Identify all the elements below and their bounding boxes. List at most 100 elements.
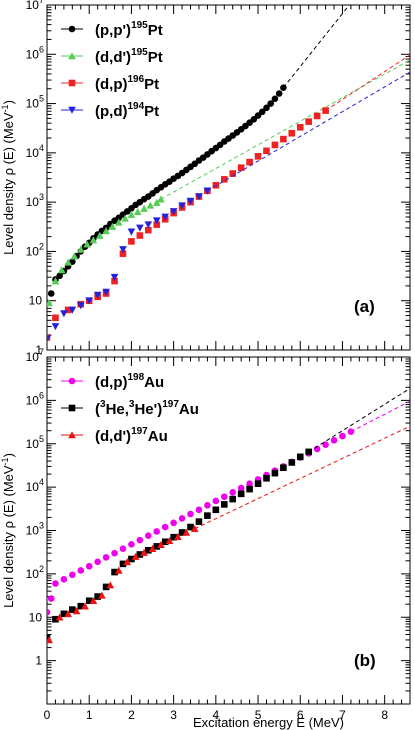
data-point <box>165 536 174 545</box>
data-point <box>93 291 102 299</box>
data-point <box>246 485 253 493</box>
y-tick-label: 105 <box>26 434 44 451</box>
data-point <box>64 306 72 314</box>
data-point <box>153 221 161 228</box>
data-point <box>187 523 194 531</box>
data-point <box>229 495 237 503</box>
y-tick-label: 104 <box>26 143 44 160</box>
data-point <box>347 428 355 435</box>
y-tick-label: 103 <box>26 521 44 538</box>
data-point <box>148 544 157 553</box>
extrapolation-line <box>325 54 410 112</box>
data-point <box>220 501 228 508</box>
data-point <box>271 469 279 477</box>
y-axis-title: Level density ρ (E) (MeV-1) <box>0 100 16 255</box>
data-point <box>153 543 161 550</box>
data-point <box>102 583 110 591</box>
data-point <box>69 606 76 613</box>
x-tick-label: 3 <box>170 708 177 722</box>
data-point <box>85 562 93 570</box>
extrapolation-line <box>282 5 350 89</box>
x-tick-label: 2 <box>128 708 135 722</box>
data-point <box>220 493 228 501</box>
data-point <box>111 277 118 285</box>
data-point <box>195 506 203 514</box>
data-point <box>190 524 199 533</box>
data-point <box>275 90 283 97</box>
data-point <box>288 129 296 137</box>
data-point <box>152 198 161 206</box>
data-point <box>52 314 59 322</box>
legend: (d,p)198Au (3He,3He')197Au (d,d')197Au <box>61 372 199 445</box>
legend-marker <box>68 25 76 33</box>
data-point <box>263 147 270 155</box>
y-tick-label: 10 <box>29 610 43 624</box>
data-point <box>94 593 101 600</box>
legend-marker <box>68 106 76 114</box>
data-point <box>195 193 203 201</box>
extrapolation-line <box>350 400 410 433</box>
data-point <box>131 552 140 560</box>
data-point <box>51 323 60 331</box>
x-tick-label: 1 <box>86 708 93 722</box>
data-point <box>60 575 68 583</box>
data-point <box>161 538 169 546</box>
data-point <box>89 236 98 244</box>
legend-marker <box>68 377 76 385</box>
data-point <box>94 558 101 566</box>
data-point <box>204 502 211 509</box>
data-point <box>145 532 152 539</box>
data-point <box>267 100 275 107</box>
x-tick-label: 7 <box>339 708 346 722</box>
data-point <box>152 217 161 225</box>
data-point <box>121 214 129 222</box>
data-point <box>106 581 115 589</box>
x-tick-label: 6 <box>297 708 304 722</box>
data-point <box>157 195 165 203</box>
data-point <box>170 519 177 527</box>
data-point <box>212 497 220 505</box>
data-point <box>204 512 211 519</box>
data-point <box>119 560 127 568</box>
extrapolation-line <box>207 71 410 192</box>
series-3 <box>47 425 410 644</box>
x-tick-label: 4 <box>212 708 219 722</box>
panel-a: 1 10 102 103 104 105 106 107 Level density ρ (E)… <box>0 0 411 357</box>
data-point <box>89 596 98 605</box>
data-point <box>136 232 144 239</box>
data-layer <box>47 387 410 644</box>
plot-frame <box>46 4 411 351</box>
data-point <box>102 288 110 296</box>
data-point <box>305 118 312 125</box>
series-2 <box>47 387 410 642</box>
data-point <box>69 571 76 579</box>
data-point <box>98 591 106 599</box>
data-point <box>47 335 51 343</box>
data-point <box>60 310 68 318</box>
extrapolation-line <box>160 59 410 200</box>
data-point <box>119 250 127 257</box>
data-point <box>136 551 144 558</box>
data-point <box>133 207 142 215</box>
data-point <box>56 272 63 280</box>
data-point <box>136 536 144 544</box>
data-point <box>161 213 169 221</box>
data-point <box>68 306 77 314</box>
data-point <box>339 432 346 440</box>
legend-entry: (d,d')195Pt <box>95 47 163 66</box>
x-tick-label: 0 <box>44 708 51 722</box>
data-point <box>254 480 262 487</box>
data-point <box>254 112 262 119</box>
legend-entry: (d,p)196Pt <box>95 74 159 93</box>
data-point <box>153 528 161 535</box>
data-point <box>229 488 237 496</box>
data-point <box>127 228 136 236</box>
data-point <box>128 238 135 245</box>
data-point <box>83 240 91 248</box>
data-point <box>47 299 53 307</box>
data-point <box>146 201 155 209</box>
y-tick-label: 104 <box>26 477 44 494</box>
y-tick-label: 103 <box>26 192 44 209</box>
data-point <box>47 636 53 644</box>
